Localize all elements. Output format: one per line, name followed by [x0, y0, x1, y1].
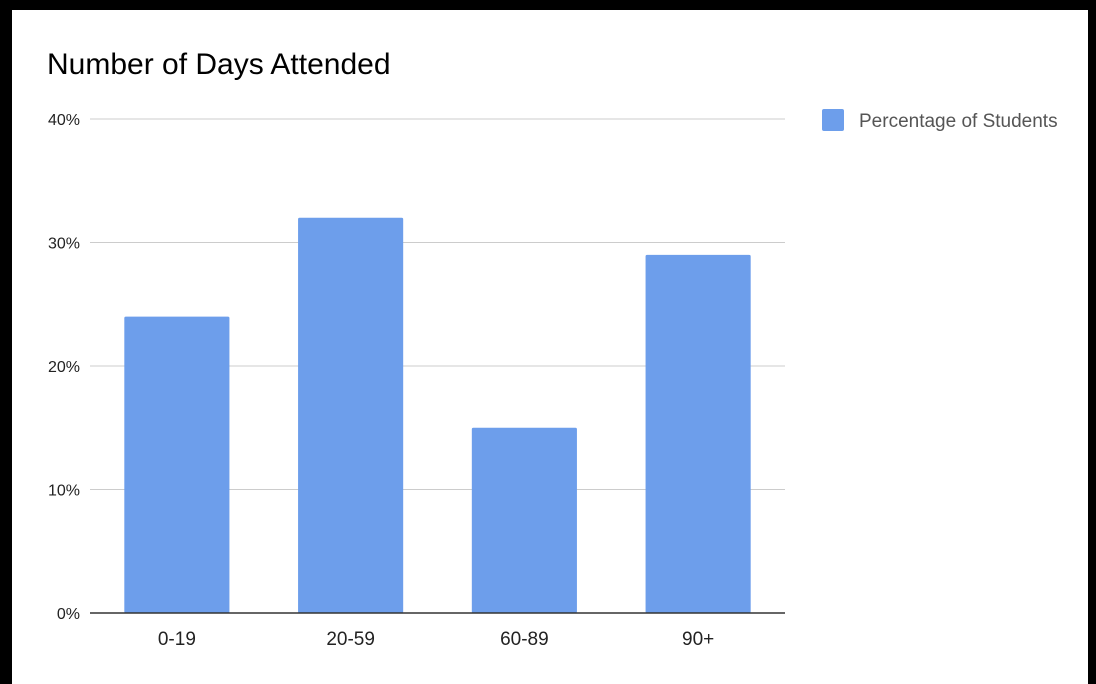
legend: Percentage of Students	[822, 109, 1058, 132]
x-tick-label: 20-59	[326, 629, 375, 650]
chart-title: Number of Days Attended	[47, 48, 391, 81]
chart-panel: Number of Days Attended 0% 10% 20% 30% 40% 0…	[12, 10, 1088, 684]
bar-90+	[645, 254, 751, 613]
y-tick-label: 40%	[48, 112, 80, 129]
bar-chart: Number of Days Attended 0% 10% 20% 30% 40% 0…	[47, 48, 1058, 650]
x-axis-ticks: 0-19 20-59 60-89 90+	[158, 629, 714, 650]
x-tick-label: 90+	[682, 629, 714, 650]
y-tick-label: 30%	[48, 236, 80, 253]
y-axis-ticks: 0% 10% 20% 30% 40%	[48, 112, 80, 623]
x-tick-label: 60-89	[500, 629, 549, 650]
legend-label: Percentage of Students	[859, 111, 1058, 132]
y-tick-label: 0%	[57, 606, 80, 623]
bar-60-89	[471, 427, 577, 613]
bar-0-19	[124, 316, 230, 613]
y-tick-label: 10%	[48, 483, 80, 500]
legend-swatch	[822, 109, 844, 131]
bar-20-59	[298, 217, 404, 614]
bars	[124, 217, 751, 614]
x-tick-label: 0-19	[158, 629, 196, 650]
y-tick-label: 20%	[48, 359, 80, 376]
